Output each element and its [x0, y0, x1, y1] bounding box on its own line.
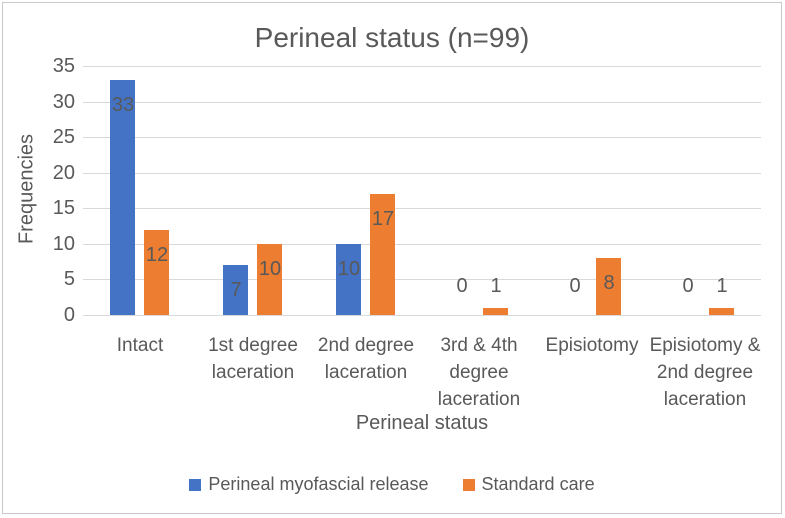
x-category-label-line: 1st degree	[208, 335, 298, 356]
bar-series2-cat4	[483, 308, 508, 315]
gridline	[83, 173, 761, 174]
x-category-label-line: Episiotomy	[545, 335, 639, 356]
data-label: 10	[258, 258, 282, 280]
gridline	[83, 137, 761, 138]
x-axis-line	[83, 315, 761, 316]
data-label: 12	[145, 244, 169, 266]
x-axis-title: Perineal status	[355, 412, 489, 434]
gridline	[83, 279, 761, 280]
bar-series2-cat3	[370, 194, 395, 315]
x-category-label-line: degree	[449, 362, 509, 383]
x-category-label-line: Episiotomy &	[649, 335, 761, 356]
x-category-label-line: laceration	[437, 389, 521, 410]
legend-label: Standard care	[481, 474, 595, 494]
bar-series1-cat1	[110, 80, 135, 315]
x-category-label-line: Intact	[116, 335, 164, 356]
chart-title: Perineal status (n=99)	[254, 22, 530, 53]
gridline	[83, 244, 761, 245]
data-label: 1	[716, 275, 728, 297]
y-tick-label: 30	[52, 91, 75, 113]
y-tick-label: 10	[52, 233, 75, 255]
y-tick-label: 20	[52, 162, 75, 184]
gridline	[83, 102, 761, 103]
x-category-label-line: 3rd & 4th	[440, 335, 518, 356]
x-category-label: 2nd degree laceration	[298, 332, 434, 386]
gridline	[83, 208, 761, 209]
x-category-label-line: laceration	[211, 362, 295, 383]
y-axis-title: Frequencies	[15, 133, 38, 245]
data-label: 0	[569, 275, 581, 297]
y-tick-label: 25	[52, 126, 75, 148]
chart-legend: Perineal myofascial release Standard care	[3, 474, 781, 495]
x-category-label-line: 2nd degree	[317, 335, 415, 356]
bar-series1-cat2	[223, 265, 248, 315]
y-tick-label: 35	[52, 55, 75, 77]
y-tick-label: 0	[63, 304, 75, 326]
legend-swatch	[189, 478, 202, 491]
gridline	[83, 66, 761, 67]
data-label: 7	[230, 279, 242, 301]
legend-label: Perineal myofascial release	[208, 474, 429, 494]
data-label: 33	[111, 94, 135, 116]
data-label: 1	[490, 275, 502, 297]
bar-series2-cat6	[709, 308, 734, 315]
bar-series2-cat1	[144, 230, 169, 315]
plot-area: 0 5 10 15 20 25 30 35 33 7 10 0 0 0 12 10 17 1 8 1 Intact 1st…	[3, 3, 785, 518]
data-label: 17	[371, 208, 395, 230]
x-category-label-line: laceration	[663, 389, 747, 410]
bar-series1-cat3	[336, 244, 361, 315]
data-label: 0	[456, 275, 468, 297]
x-category-label: 1st degree laceration	[185, 332, 321, 386]
x-category-label: Episiotomy	[524, 332, 660, 359]
x-category-label: Episiotomy & 2nd degree laceration	[637, 332, 773, 413]
x-category-label-line: laceration	[324, 362, 408, 383]
legend-swatch	[462, 478, 475, 491]
data-label: 8	[603, 272, 615, 294]
x-category-label: 3rd & 4th degree laceration	[411, 332, 547, 413]
x-category-label-line: 2nd degree	[656, 362, 754, 383]
bar-series2-cat5	[596, 258, 621, 315]
legend-item: Perineal myofascial release	[189, 474, 429, 495]
y-tick-label: 15	[52, 197, 75, 219]
legend-item: Standard care	[462, 474, 595, 495]
x-category-label: Intact	[72, 332, 208, 359]
data-label: 10	[337, 258, 361, 280]
data-label: 0	[682, 275, 694, 297]
bar-series2-cat2	[257, 244, 282, 315]
y-tick-label: 5	[63, 268, 75, 290]
